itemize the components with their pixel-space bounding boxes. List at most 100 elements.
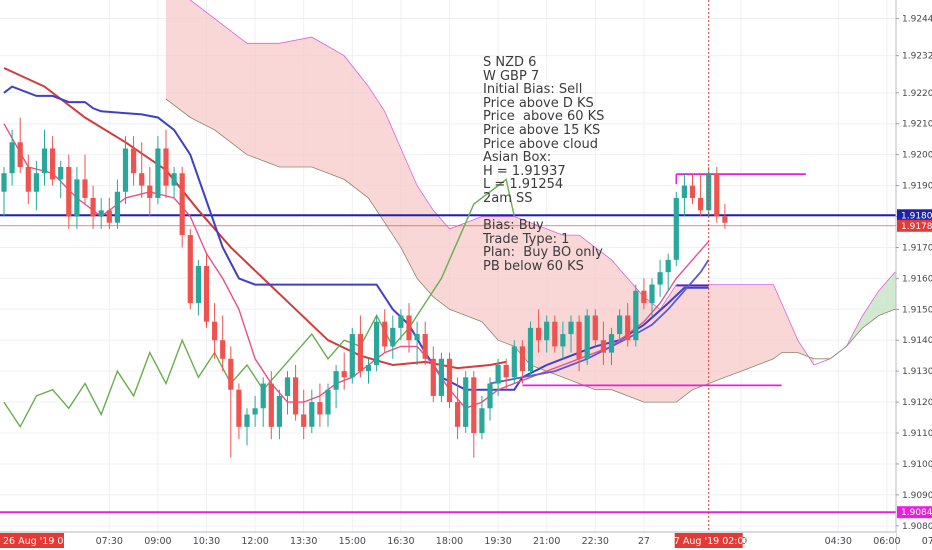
time-tick-label-10: 22:30: [582, 536, 609, 547]
cloud-span-b: [165, 98, 920, 403]
price-tick-label-3: 1.92100: [902, 120, 932, 130]
candle-body-17: [139, 173, 145, 186]
candle-body-57: [463, 377, 469, 427]
candle-body-66: [536, 327, 542, 341]
candle-body-53: [430, 358, 436, 396]
trade-note-line-15: PB below 60 KS: [483, 259, 584, 274]
candle-body-22: [179, 173, 185, 236]
time-tick-label-11: 27: [638, 536, 650, 547]
time-tick-label-2: 10:30: [193, 536, 220, 547]
candle-body-42: [341, 371, 347, 378]
candle-body-14: [114, 191, 120, 223]
trade-note-line-6: Price above cloud: [483, 136, 599, 152]
candle-body-7: [58, 167, 64, 180]
time-tick-label-3: 12:00: [241, 536, 268, 547]
trade-note-line-7: Asian Box:: [483, 150, 552, 166]
candle-body-54: [438, 358, 444, 396]
candle-body-52: [422, 334, 428, 359]
candle-body-47: [382, 321, 388, 347]
candle-body-72: [584, 315, 590, 359]
candle-body-21: [171, 173, 177, 186]
candle-body-81: [657, 272, 663, 285]
price-tick-label-4: 1.92000: [902, 151, 932, 161]
candle-body-15: [122, 148, 129, 192]
candle-body-9: [74, 179, 80, 217]
candle-body-73: [592, 315, 598, 341]
candle-body-70: [568, 321, 574, 335]
time-tick-label-7: 18:00: [436, 536, 463, 547]
candle-body-82: [665, 259, 671, 273]
candle-body-87: [706, 173, 712, 211]
price-tick-label-10: 1.91400: [902, 336, 932, 346]
time-cursor-tag-bg: [674, 533, 743, 548]
candle-body-62: [503, 364, 509, 378]
candle-body-80: [649, 284, 655, 304]
candle-body-23: [187, 235, 193, 304]
candle-body-43: [349, 334, 355, 378]
time-tick-label-0: 07:30: [96, 536, 123, 547]
trade-note-line-0: S NZD 6: [483, 55, 537, 70]
candle-body-6: [50, 148, 56, 180]
candle-body-35: [284, 377, 291, 396]
price-axis[interactable]: 1.92440 1.92320 1.92200 1.92100 1.92000 1.919…: [895, 0, 932, 550]
candle-body-32: [260, 383, 266, 409]
candle-body-85: [689, 185, 696, 198]
candle-body-64: [519, 346, 525, 372]
candle-body-28: [228, 358, 234, 390]
candle-body-41: [333, 371, 339, 390]
candle-body-37: [301, 414, 307, 427]
ichimoku-cloud: [165, 0, 920, 403]
candle-body-84: [681, 185, 687, 198]
trade-note-line-8: H = 1.91937: [483, 163, 566, 179]
price-tick-label-0: 1.92440: [902, 15, 932, 25]
time-axis[interactable]: 07:30 09:00 10:30 12:00 13:30 15:00 16:30 18:00…: [0, 531, 932, 550]
trade-note-line-3: Price above D KS: [483, 95, 594, 111]
price-tick-label-14: 1.91000: [902, 460, 932, 470]
time-tick-label-6: 16:30: [387, 536, 414, 547]
candle-body-76: [617, 315, 623, 335]
candle-body-25: [203, 266, 210, 322]
candle-body-65: [527, 327, 534, 372]
candle-body-48: [390, 327, 396, 347]
candle-body-45: [365, 364, 372, 372]
candle-body-69: [560, 334, 566, 347]
candle-body-78: [633, 290, 639, 341]
candle-body-12: [98, 210, 104, 217]
time-tick-label-1: 09:00: [144, 536, 171, 547]
time-start-tag-label: 26 Aug '19 02:00: [3, 536, 85, 547]
candle-body-83: [673, 197, 679, 260]
candle-body-29: [236, 389, 242, 427]
candle-body-50: [406, 315, 412, 341]
time-cursor-tag-label: 27 Aug '19 02:00: [668, 536, 750, 547]
time-tick-label-9: 21:00: [533, 536, 560, 547]
candle-body-10: [82, 179, 88, 198]
candle-body-0: [1, 173, 7, 192]
candle-body-79: [641, 290, 647, 304]
price-tick-label-5: 1.91900: [902, 182, 932, 192]
candle-body-67: [544, 321, 550, 341]
indicator-line-1: [3, 85, 709, 391]
price-tick-label-11: 1.91300: [902, 367, 932, 377]
candle-body-74: [600, 340, 606, 353]
candle-body-11: [90, 197, 96, 217]
price-axis-bg: [896, 0, 932, 550]
candle-body-77: [625, 315, 631, 341]
price-tick-label-7: 1.91700: [902, 243, 932, 253]
time-tick-label-14: 06:00: [873, 536, 900, 547]
candle-body-55: [446, 358, 453, 403]
candle-body-24: [195, 266, 201, 304]
price-tick-label-8: 1.91600: [902, 274, 932, 284]
price-tick-label-9: 1.91500: [902, 305, 932, 315]
candle-body-4: [33, 173, 39, 192]
price-tag-bg-1: [897, 219, 932, 232]
price-tag-bg-2: [897, 506, 932, 519]
candle-body-61: [495, 364, 501, 384]
candle-body-60: [487, 383, 493, 409]
time-start-tag-bg: [0, 533, 64, 548]
candle-body-40: [325, 389, 331, 415]
candle-body-31: [252, 408, 258, 415]
candle-body-13: [106, 210, 112, 223]
candle-body-89: [722, 216, 728, 223]
